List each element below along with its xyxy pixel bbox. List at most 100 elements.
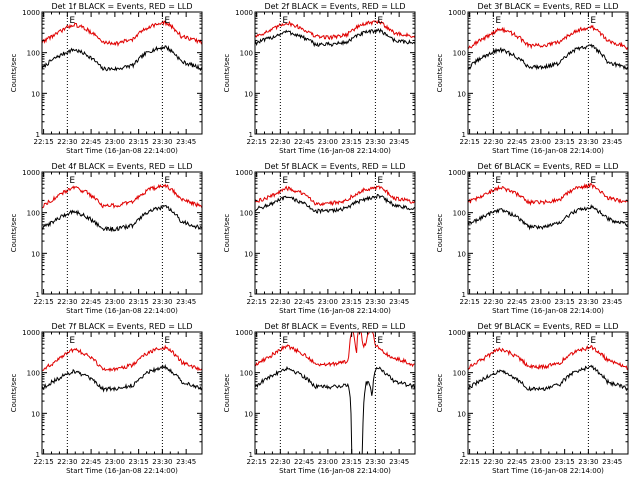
y-tick-label: 10 (457, 410, 466, 418)
x-tick-label: 23:45 (602, 298, 622, 306)
panel-title: Det 1f BLACK = Events, RED = LLD (51, 2, 192, 11)
panel-det6: Det 6f BLACK = Events, RED = LLD E E 1 10 100… (436, 162, 629, 315)
y-tick-label: 1 (462, 131, 466, 139)
panel-det5: Det 5f BLACK = Events, RED = LLD E E 1 10 100… (223, 162, 416, 315)
panel-title: Det 2f BLACK = Events, RED = LLD (264, 2, 405, 11)
x-tick-label: 23:45 (389, 458, 409, 466)
vline-annotation: E (164, 336, 170, 346)
y-tick-label: 1 (462, 291, 466, 299)
y-axis-label: Counts/sec (436, 214, 444, 253)
y-tick-label: 10 (31, 250, 40, 258)
x-tick-label: 22:15 (33, 458, 53, 466)
x-tick-label: 23:30 (365, 298, 385, 306)
y-tick-label: 1000 (235, 169, 253, 177)
x-tick-label: 22:45 (294, 458, 314, 466)
x-tick-label: 22:15 (33, 298, 53, 306)
y-axis-label: Counts/sec (10, 54, 18, 93)
x-tick-label: 23:15 (129, 458, 149, 466)
y-tick-label: 100 (453, 370, 466, 378)
plot-frame (254, 331, 416, 455)
series-events (468, 204, 628, 231)
y-tick-label: 10 (457, 250, 466, 258)
series-lld (42, 344, 202, 373)
vline-annotation: E (282, 336, 288, 346)
y-tick-label: 1000 (235, 329, 253, 337)
x-tick-label: 23:15 (129, 298, 149, 306)
series-events (42, 363, 202, 393)
x-axis-label: Start Time (16-Jan-08 22:14:00) (492, 467, 604, 475)
y-tick-label: 10 (244, 250, 253, 258)
vline-annotation: E (164, 16, 170, 26)
panel-title: Det 7f BLACK = Events, RED = LLD (51, 322, 192, 331)
x-tick-label: 23:30 (152, 138, 172, 146)
y-tick-label: 1000 (448, 169, 466, 177)
x-tick-label: 22:30 (57, 298, 77, 306)
x-tick-label: 23:30 (365, 138, 385, 146)
y-axis-label: Counts/sec (436, 374, 444, 413)
vline-annotation: E (590, 16, 596, 26)
x-tick-label: 23:30 (152, 298, 172, 306)
x-axis-label: Start Time (16-Jan-08 22:14:00) (492, 307, 604, 315)
panel-det9: Det 9f BLACK = Events, RED = LLD E E 1 10 100… (436, 322, 629, 475)
x-tick-label: 22:45 (294, 138, 314, 146)
vline-annotation: E (495, 336, 501, 346)
x-tick-label: 23:00 (105, 298, 125, 306)
x-tick-label: 23:00 (105, 138, 125, 146)
x-tick-label: 23:00 (318, 298, 338, 306)
series-lld (468, 182, 628, 206)
x-tick-label: 23:15 (555, 138, 575, 146)
vline-annotation: E (282, 176, 288, 186)
vline-annotation: E (590, 336, 596, 346)
y-axis-label: Counts/sec (10, 374, 18, 413)
series-events (255, 365, 415, 454)
x-tick-label: 22:45 (507, 138, 527, 146)
y-tick-label: 100 (240, 370, 253, 378)
y-tick-label: 1 (36, 131, 40, 139)
x-tick-label: 23:15 (342, 458, 362, 466)
y-tick-label: 100 (27, 370, 40, 378)
x-axis-label: Start Time (16-Jan-08 22:14:00) (66, 307, 178, 315)
y-axis-label: Counts/sec (223, 214, 231, 253)
y-tick-label: 100 (27, 50, 40, 58)
panel-det4: Det 4f BLACK = Events, RED = LLD E E 1 10 100… (10, 162, 203, 315)
x-tick-label: 23:15 (129, 138, 149, 146)
panel-title: Det 9f BLACK = Events, RED = LLD (477, 322, 618, 331)
vline-annotation: E (590, 176, 596, 186)
x-tick-label: 23:45 (389, 138, 409, 146)
vline-annotation: E (377, 176, 383, 186)
series-events (42, 45, 202, 72)
x-tick-label: 22:30 (483, 138, 503, 146)
y-tick-label: 100 (240, 210, 253, 218)
plot-frame (254, 171, 416, 295)
x-tick-label: 23:45 (176, 138, 196, 146)
plot-frame (467, 171, 629, 295)
series-lld (42, 19, 202, 47)
x-axis-label: Start Time (16-Jan-08 22:14:00) (492, 147, 604, 155)
x-tick-label: 22:30 (270, 138, 290, 146)
y-tick-label: 1 (36, 451, 40, 459)
x-tick-label: 23:30 (365, 458, 385, 466)
x-axis-label: Start Time (16-Jan-08 22:14:00) (279, 147, 391, 155)
y-tick-label: 1000 (22, 329, 40, 337)
y-tick-label: 1 (249, 451, 253, 459)
x-tick-label: 22:45 (507, 298, 527, 306)
x-axis-label: Start Time (16-Jan-08 22:14:00) (279, 307, 391, 315)
y-tick-label: 10 (244, 90, 253, 98)
x-tick-label: 22:15 (246, 298, 266, 306)
x-tick-label: 22:30 (483, 298, 503, 306)
x-tick-label: 22:30 (483, 458, 503, 466)
y-tick-label: 1 (36, 291, 40, 299)
series-lld (255, 19, 415, 41)
vline-annotation: E (495, 176, 501, 186)
x-tick-label: 23:15 (555, 458, 575, 466)
panel-title: Det 6f BLACK = Events, RED = LLD (477, 162, 618, 171)
vline-annotation: E (69, 336, 75, 346)
y-tick-label: 1 (249, 291, 253, 299)
x-tick-label: 22:45 (81, 298, 101, 306)
x-tick-label: 23:45 (602, 458, 622, 466)
panel-title: Det 4f BLACK = Events, RED = LLD (51, 162, 192, 171)
x-tick-label: 22:45 (294, 298, 314, 306)
x-tick-label: 23:45 (176, 458, 196, 466)
y-tick-label: 1000 (448, 329, 466, 337)
